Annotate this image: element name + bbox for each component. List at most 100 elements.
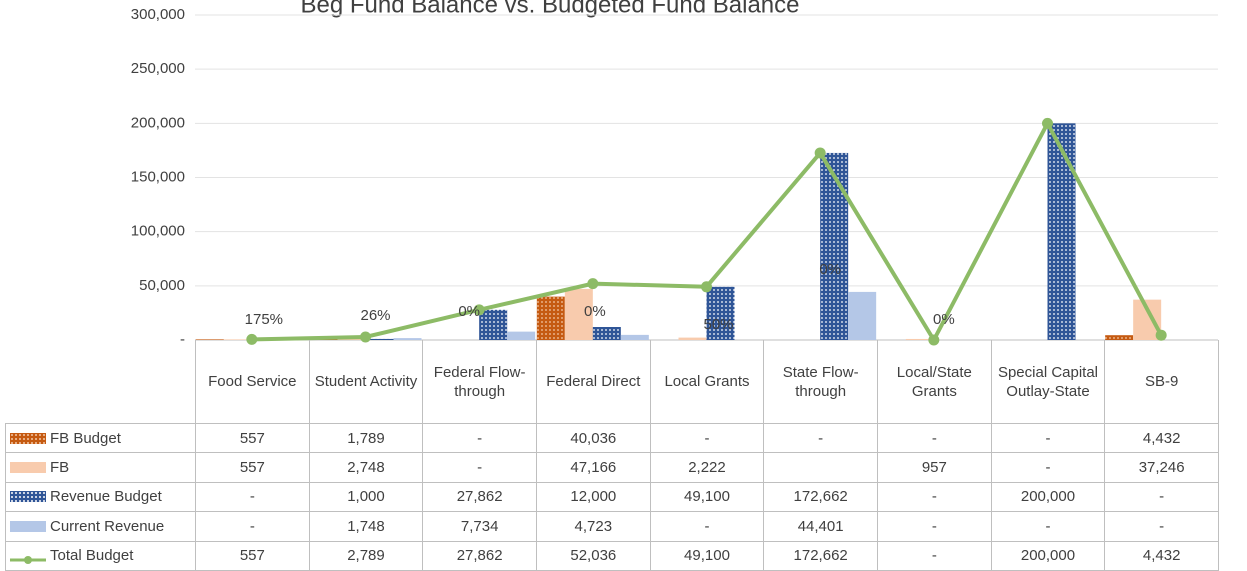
table-cell: - [195,481,310,513]
line-marker [246,333,258,345]
table-cell: 49,100 [649,540,765,571]
category-header: Special Capital Outlay-State [990,340,1106,423]
line-marker [360,331,371,343]
table-cell: 2,789 [308,540,424,571]
y-tick-label: 250,000 [131,60,185,77]
table-cell: 957 [877,452,992,483]
line-marker [928,334,940,346]
line-marker [587,278,599,290]
table-cell: - [990,452,1106,483]
bar [536,296,565,340]
table-cell: 557 [195,423,310,454]
table-cell: - [1104,511,1219,542]
table-cell: 49,100 [649,481,765,513]
table-cell: - [649,423,765,454]
bar [848,291,877,340]
table-cell: 4,723 [536,511,651,542]
table-cell: - [422,452,537,483]
chart-title: Beg Fund Balance vs. Budgeted Fund Balan… [300,0,799,18]
legend-key [10,432,46,444]
bar [365,338,394,340]
table-cell: 1,789 [308,423,424,454]
percent-label: 0% [933,311,955,328]
percent-label: 175% [245,311,283,328]
y-tick-label: - [180,331,185,348]
legend-key [10,462,46,474]
table-cell: - [195,511,310,542]
y-tick-label: 50,000 [139,277,185,294]
table-cell: - [763,423,878,454]
legend-key [10,520,46,532]
percent-label: 0% [458,303,480,320]
line-marker [1042,117,1053,129]
category-header: Federal Direct [536,340,651,423]
legend-key [10,491,46,503]
bar [393,338,422,340]
bar [507,331,536,340]
legend-row-label: FB Budget [5,423,196,454]
table-cell: - [877,511,992,542]
category-header: Student Activity [308,340,424,423]
table-cell: 1,000 [308,481,424,513]
table-cell: 4,432 [1104,540,1219,571]
table-cell: 52,036 [536,540,651,571]
line-marker [473,304,485,316]
category-header: Food Service [195,340,310,423]
table-cell: 27,862 [422,540,537,571]
y-tick-label: 300,000 [131,6,185,23]
bar [223,339,252,340]
table-cell: - [990,423,1106,454]
table-cell: 12,000 [536,481,651,513]
legend-line-key [10,555,46,564]
bar [564,288,593,340]
table-cell: 47,166 [536,452,651,483]
bar [620,334,649,340]
bar [820,152,849,340]
table-cell: 200,000 [990,481,1106,513]
legend-label: Total Budget [50,547,134,565]
line-marker [814,147,826,159]
bar [905,338,934,340]
table-cell: 27,862 [422,481,537,513]
legend-label: FB Budget [50,429,121,447]
table-cell: - [990,511,1106,542]
table-cell [763,452,878,483]
bar [678,337,707,340]
legend-row-label: Total Budget [5,540,196,571]
table-cell: 7,734 [422,511,537,542]
bar [706,286,735,340]
bar [592,327,621,340]
table-cell: - [877,423,992,454]
table-cell: 40,036 [536,423,651,454]
table-cell: - [649,511,765,542]
y-tick-label: 200,000 [131,114,185,131]
table-cell: 4,432 [1104,423,1219,454]
table-cell: - [1104,481,1219,513]
table-cell: 200,000 [990,540,1106,571]
bar [195,339,224,340]
table-cell: 557 [195,452,310,483]
y-tick-label: 100,000 [131,223,185,240]
table-cell: - [877,481,992,513]
category-header: Local/State Grants [877,340,992,423]
legend-label: FB [50,459,70,477]
category-header: State Flow-through [763,340,878,423]
line-marker [701,281,712,293]
table-cell: 2,748 [308,452,424,483]
legend-row-label: Revenue Budget [5,481,196,513]
table-cell: 2,222 [649,452,765,483]
percent-label: 26% [360,307,390,324]
table-cell: 37,246 [1104,452,1219,483]
table-cell: - [877,540,992,571]
percent-label: 0% [819,261,841,278]
legend-label: Current Revenue [50,517,165,535]
category-header: Local Grants [649,340,765,423]
line-marker [1155,329,1167,341]
table-cell: 172,662 [763,481,878,513]
bar [1105,335,1134,340]
table-cell: 172,662 [763,540,878,571]
table-cell: - [422,423,537,454]
legend-row-label: FB [5,452,196,483]
